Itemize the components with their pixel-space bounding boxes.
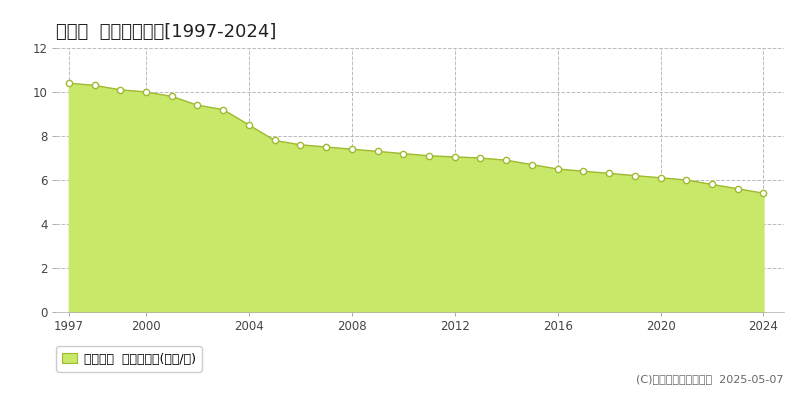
Legend: 基準地価  平均坪単価(万円/坪): 基準地価 平均坪単価(万円/坪) xyxy=(56,346,202,372)
Text: (C)土地価格ドットコム  2025-05-07: (C)土地価格ドットコム 2025-05-07 xyxy=(637,374,784,384)
Text: 高森町  基準地価推移[1997-2024]: 高森町 基準地価推移[1997-2024] xyxy=(56,23,276,41)
